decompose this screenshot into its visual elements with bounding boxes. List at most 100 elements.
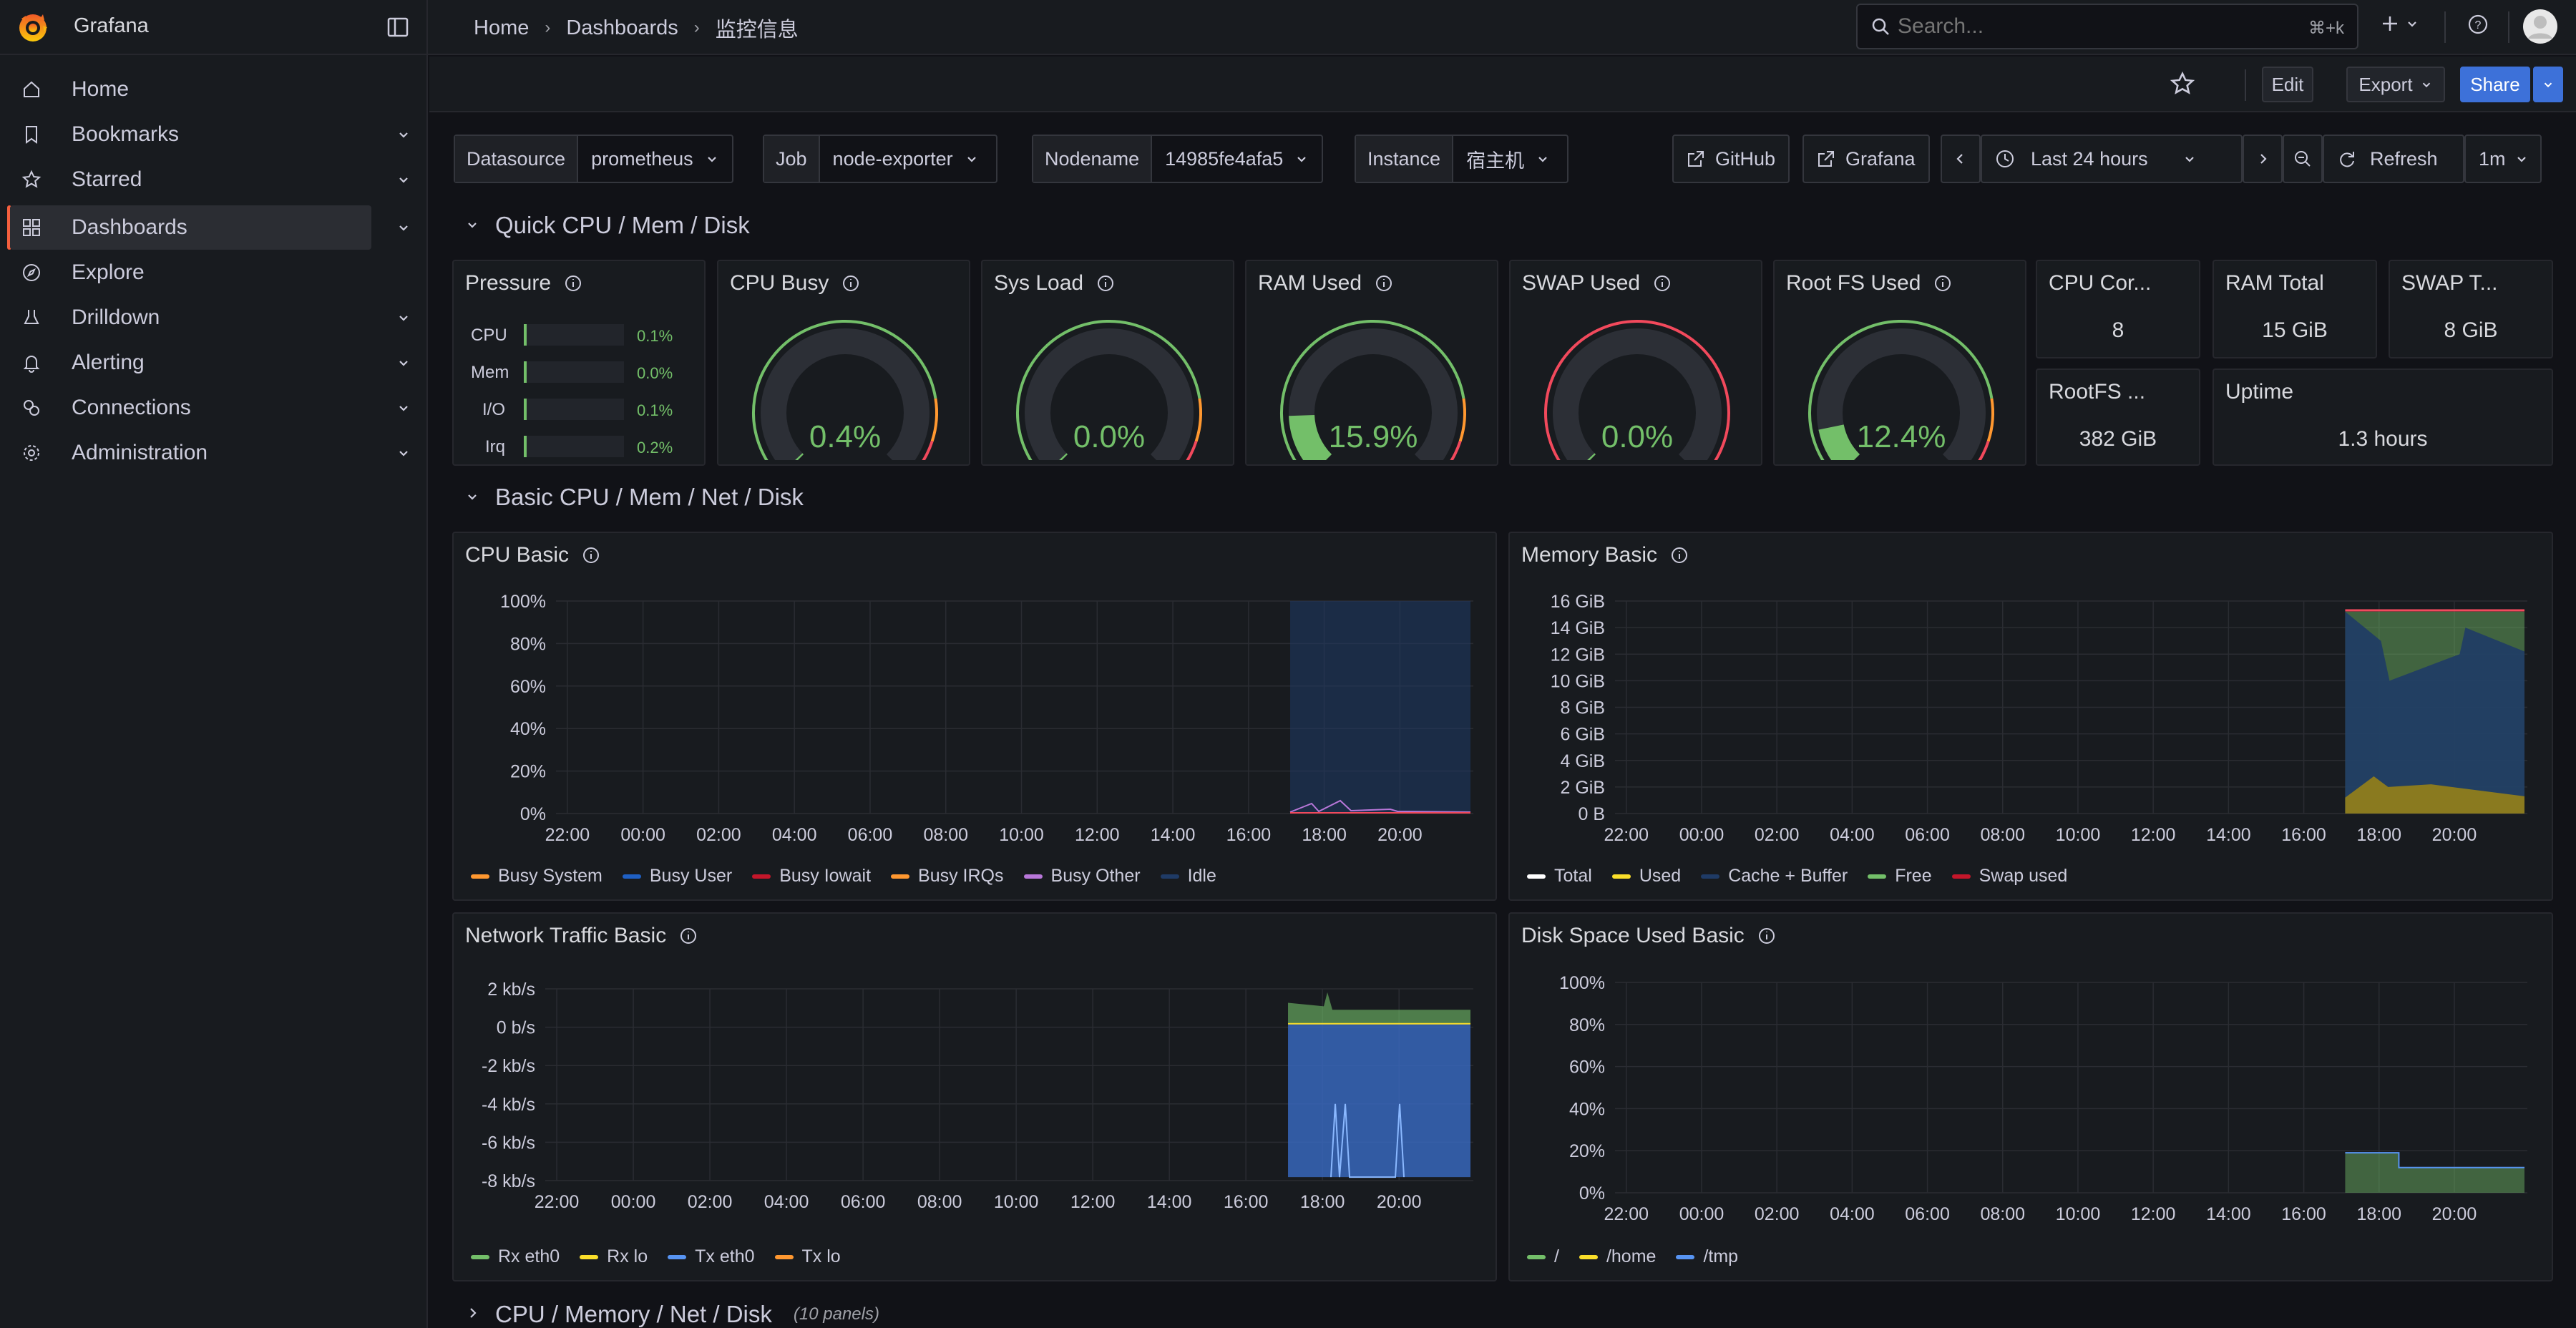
time-back-button[interactable] bbox=[1941, 135, 1981, 183]
legend-item[interactable]: Busy Iowait bbox=[752, 866, 871, 887]
grafana-link[interactable]: Grafana bbox=[1802, 135, 1930, 183]
info-icon[interactable] bbox=[1670, 546, 1689, 565]
chevron-down-icon[interactable] bbox=[396, 127, 411, 142]
info-icon[interactable] bbox=[1375, 274, 1393, 293]
new-menu-button[interactable] bbox=[2379, 13, 2419, 34]
star-icon[interactable] bbox=[2170, 71, 2195, 97]
panel-memory-basic: Memory Basic 16 GiB 14 GiB 12 GiB 10 GiB 8 Gi… bbox=[1508, 532, 2553, 901]
pressure-row-io: I/O 0.1% bbox=[454, 394, 704, 423]
info-icon[interactable] bbox=[1933, 274, 1952, 293]
chevron-down-icon[interactable] bbox=[465, 218, 479, 232]
breadcrumb-home[interactable]: Home bbox=[474, 16, 530, 39]
sidebar-item-connections[interactable]: Connections bbox=[10, 386, 408, 430]
legend-item[interactable]: /tmp bbox=[1676, 1246, 1738, 1267]
chevron-down-icon[interactable] bbox=[396, 311, 411, 325]
gauge-value-arc bbox=[1289, 414, 1332, 460]
chevron-down-icon[interactable] bbox=[396, 446, 411, 460]
edit-button[interactable]: Edit bbox=[2262, 67, 2313, 102]
sidebar-item-alerting[interactable]: Alerting bbox=[10, 341, 408, 385]
legend-item[interactable]: Free bbox=[1868, 866, 1932, 887]
gauge: 0.4% bbox=[752, 320, 938, 460]
breadcrumb-dashboards[interactable]: Dashboards bbox=[566, 16, 678, 39]
info-icon[interactable] bbox=[841, 274, 860, 293]
share-button[interactable]: Share bbox=[2460, 67, 2530, 102]
info-icon[interactable] bbox=[564, 274, 582, 293]
info-icon[interactable] bbox=[1653, 274, 1672, 293]
time-forward-button[interactable] bbox=[2243, 135, 2283, 183]
legend-item[interactable]: Tx eth0 bbox=[668, 1246, 755, 1267]
x-tick-label: 08:00 bbox=[917, 1192, 962, 1212]
legend-item[interactable]: / bbox=[1527, 1246, 1559, 1267]
variable-value[interactable]: prometheus bbox=[591, 147, 693, 170]
legend-item[interactable]: Used bbox=[1611, 866, 1681, 887]
dock-menu-icon[interactable] bbox=[386, 16, 409, 39]
sidebar-item-starred[interactable]: Starred bbox=[10, 157, 408, 202]
legend-item[interactable]: Rx eth0 bbox=[471, 1246, 560, 1267]
sidebar-item-bookmarks[interactable]: Bookmarks bbox=[10, 112, 408, 157]
legend-item[interactable]: Busy User bbox=[622, 866, 732, 887]
variable-job[interactable]: Job node-exporter bbox=[763, 135, 997, 183]
chart-plot[interactable]: 100% 80% 60% 40% 20% 0%22:00 00:00 02:00 04:00 06… bbox=[1510, 914, 2555, 1283]
profile-button[interactable] bbox=[2522, 9, 2558, 44]
sidebar-item-dashboards[interactable]: Dashboards bbox=[10, 205, 408, 250]
grafana-logo[interactable] bbox=[16, 10, 50, 44]
x-tick-label: 20:00 bbox=[2432, 825, 2477, 845]
row-title-basic[interactable]: Basic CPU / Mem / Net / Disk bbox=[495, 484, 804, 510]
share-menu-button[interactable] bbox=[2533, 67, 2563, 102]
legend-item[interactable]: Busy Other bbox=[1023, 866, 1141, 887]
info-icon[interactable] bbox=[679, 927, 698, 945]
help-button[interactable]: ? bbox=[2467, 13, 2489, 36]
info-icon[interactable] bbox=[1757, 927, 1776, 945]
x-tick-label: 10:00 bbox=[2056, 825, 2101, 845]
x-tick-label: 22:00 bbox=[1604, 1204, 1649, 1224]
legend-item[interactable]: Total bbox=[1527, 866, 1592, 887]
variable-nodename[interactable]: Nodename 14985fe4afa5 bbox=[1032, 135, 1324, 183]
export-label: Export bbox=[2358, 73, 2413, 95]
search-bar[interactable]: ⌘+k bbox=[1856, 4, 2358, 49]
legend-item[interactable]: Tx lo bbox=[774, 1246, 841, 1267]
refresh-interval-picker[interactable]: 1m bbox=[2464, 135, 2542, 183]
row-title-collapsed[interactable]: CPU / Memory / Net / Disk (10 panels) bbox=[495, 1301, 879, 1328]
legend-item[interactable]: Busy System bbox=[471, 866, 602, 887]
sidebar-item-explore[interactable]: Explore bbox=[10, 250, 371, 295]
chart-legend: / /home/tmp bbox=[1527, 1246, 1738, 1267]
refresh-button[interactable]: Refresh bbox=[2323, 135, 2464, 183]
chevron-right-icon[interactable] bbox=[465, 1306, 479, 1320]
legend-item[interactable]: Rx lo bbox=[580, 1246, 648, 1267]
legend-item[interactable]: Idle bbox=[1160, 866, 1216, 887]
stat-value: 8 GiB bbox=[2444, 318, 2498, 342]
sidebar-item-administration[interactable]: Administration bbox=[10, 431, 408, 475]
row-title-quick[interactable]: Quick CPU / Mem / Disk bbox=[495, 212, 750, 238]
variable-instance[interactable]: Instance 宿主机 bbox=[1355, 135, 1569, 183]
chevron-down-icon[interactable] bbox=[396, 220, 411, 235]
search-input[interactable] bbox=[1898, 14, 2298, 39]
variable-datasource[interactable]: Datasource prometheus bbox=[454, 135, 733, 183]
app-name: Grafana bbox=[74, 14, 149, 37]
info-icon[interactable] bbox=[582, 546, 600, 565]
active-indicator bbox=[7, 205, 11, 250]
chart-plot[interactable]: 16 GiB 14 GiB 12 GiB 10 GiB 8 GiB 6 GiB 4 GiB 2… bbox=[1510, 533, 2555, 902]
legend-item[interactable]: Swap used bbox=[1951, 866, 2067, 887]
sidebar-item-drilldown[interactable]: Drilldown bbox=[10, 296, 408, 340]
panel-title: Disk Space Used Basic bbox=[1521, 924, 1776, 948]
legend-item[interactable]: Busy IRQs bbox=[891, 866, 1004, 887]
github-link[interactable]: GitHub bbox=[1672, 135, 1790, 183]
chart-plot[interactable]: 2 kb/s0 b/s-2 kb/s-4 kb/s-6 kb/s-8 kb/s2… bbox=[454, 914, 1498, 1283]
chevron-down-icon[interactable] bbox=[396, 401, 411, 415]
chart-plot[interactable]: 100% 80% 60% 40% 20% 0%22:00 00:00 02:00 04:00 06… bbox=[454, 533, 1498, 902]
series-tx-eth0 bbox=[1288, 1023, 1470, 1178]
legend-item[interactable]: Cache + Buffer bbox=[1701, 866, 1848, 887]
time-range-picker[interactable]: Last 24 hours bbox=[1981, 135, 2243, 183]
chevron-down-icon[interactable] bbox=[396, 356, 411, 370]
chevron-down-icon[interactable] bbox=[396, 172, 411, 187]
info-icon[interactable] bbox=[1096, 274, 1115, 293]
legend-item[interactable]: /home bbox=[1579, 1246, 1656, 1267]
variable-value[interactable]: 14985fe4afa5 bbox=[1165, 147, 1284, 170]
sidebar-item-home[interactable]: Home bbox=[10, 67, 371, 112]
gauge-value-arc bbox=[1818, 424, 1860, 460]
export-button[interactable]: Export bbox=[2346, 67, 2445, 102]
zoom-out-button[interactable] bbox=[2283, 135, 2323, 183]
chevron-down-icon[interactable] bbox=[465, 489, 479, 504]
variable-value[interactable]: 宿主机 bbox=[1466, 150, 1525, 172]
variable-value[interactable]: node-exporter bbox=[832, 147, 953, 170]
